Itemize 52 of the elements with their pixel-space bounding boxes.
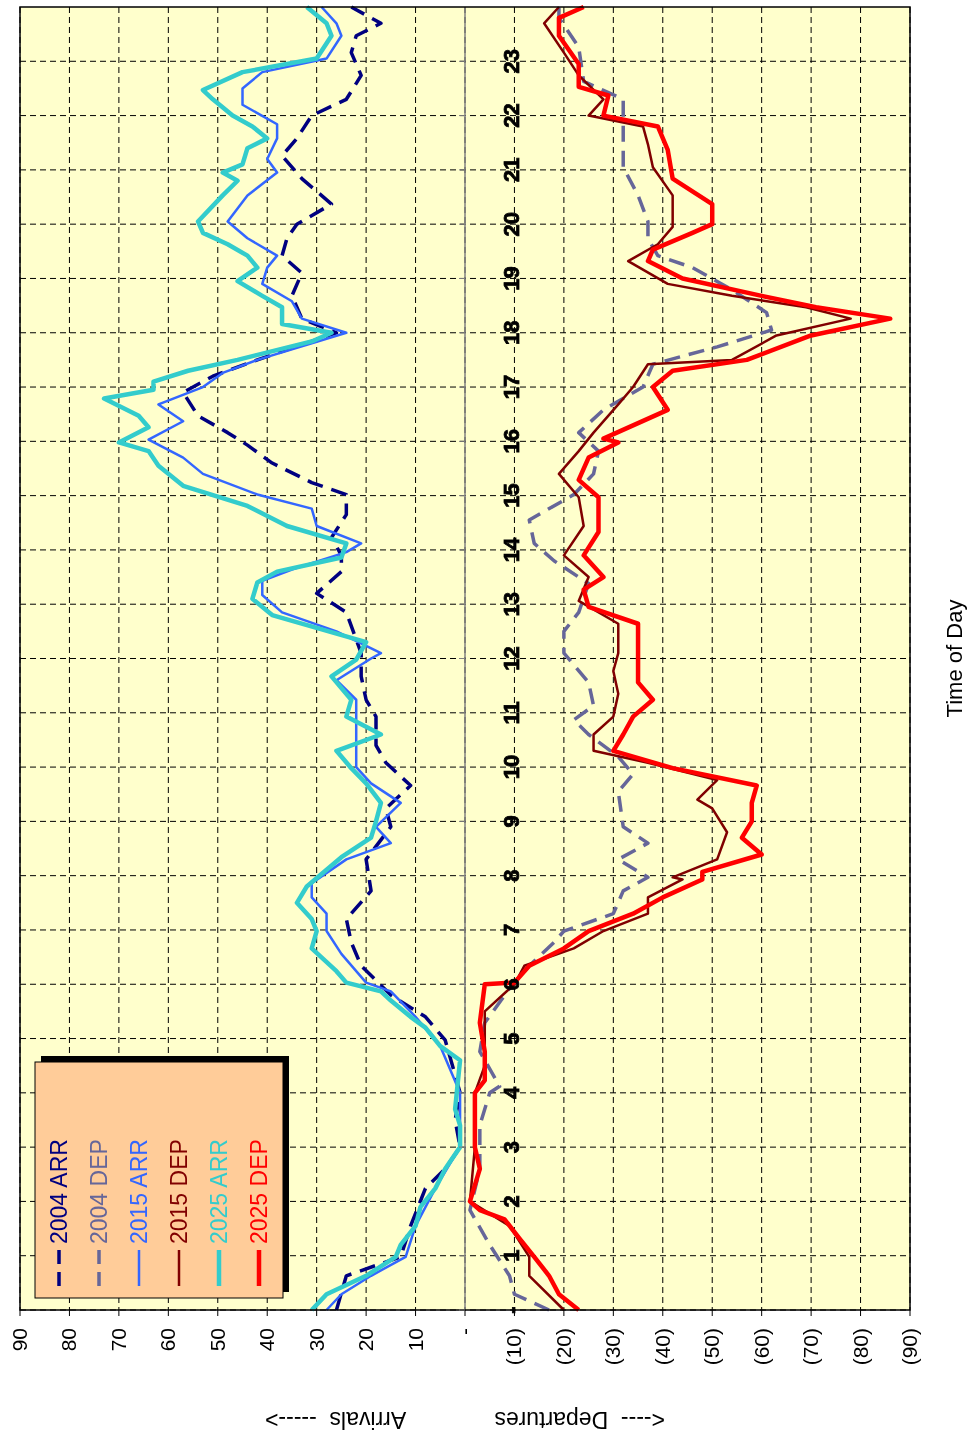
x-tick-label: 50 (205, 1328, 229, 1352)
y-tick-label: 5 (499, 1032, 524, 1045)
y-tick-label: 16 (499, 429, 524, 454)
y-tick-label: 10 (499, 754, 524, 780)
y-axis-title: Time of Day (942, 599, 967, 718)
y-tick-label: 12 (499, 646, 524, 671)
y-tick-label: 8 (499, 869, 524, 882)
y-tick-label: 15 (499, 483, 524, 508)
y-tick-label: 23 (499, 49, 524, 74)
x-tick-label: 90 (8, 1328, 31, 1352)
text: 2004 DEP (86, 1139, 112, 1244)
x-tick-label: (50) (700, 1328, 724, 1366)
y-tick-label: 17 (499, 374, 524, 400)
y-tick-label: 9 (499, 815, 524, 828)
y-tick-label: - (499, 1306, 524, 1314)
y-tick-label: 6 (499, 978, 524, 991)
x-tick-label: (20) (551, 1328, 575, 1366)
y-tick-label: 19 (499, 266, 524, 291)
x-tick-label: (40) (650, 1328, 674, 1366)
x-tick-label: 30 (304, 1328, 328, 1352)
line-series (468, 5, 774, 1312)
x-tick-label: 70 (106, 1328, 130, 1352)
y-tick-label: 1 (499, 1249, 524, 1262)
text: 2004 ARR (46, 1139, 72, 1244)
x-tick-label: 40 (255, 1328, 279, 1352)
x-tick-label: (10) (502, 1328, 526, 1366)
y-tick-label: 13 (499, 591, 524, 617)
y-tick-label: 18 (499, 320, 524, 345)
x-tick-label: (60) (749, 1328, 773, 1366)
y-tick-label: 20 (499, 211, 524, 237)
y-tick-label: 22 (499, 103, 524, 128)
x-tick-label: (70) (799, 1328, 823, 1366)
x-tick-label: 80 (57, 1328, 81, 1352)
text: 2015 ARR (126, 1139, 152, 1244)
text: 2015 DEP (166, 1139, 192, 1244)
x-tick-label: (30) (601, 1328, 625, 1366)
x-tick-label: 60 (156, 1328, 180, 1352)
y-tick-label: 2 (499, 1195, 524, 1208)
y-tick-label: 3 (499, 1141, 524, 1154)
y-tick-label: 14 (499, 536, 524, 563)
x-axis-title: <---- Departures Arrivals -----> (265, 1407, 665, 1433)
text: 2025 DEP (246, 1139, 272, 1244)
x-tick-label: (90) (898, 1328, 921, 1366)
y-tick-label: 21 (499, 157, 524, 183)
text: 2025 ARR (206, 1139, 232, 1244)
y-tick-label: 11 (499, 701, 524, 725)
x-tick-label: (80) (848, 1328, 872, 1366)
y-tick-label: 7 (499, 923, 524, 937)
y-tick-label: 4 (499, 1085, 524, 1099)
x-tick-label: 20 (354, 1328, 378, 1352)
x-tick-label: - (453, 1328, 476, 1335)
x-tick-label: 10 (403, 1328, 427, 1352)
